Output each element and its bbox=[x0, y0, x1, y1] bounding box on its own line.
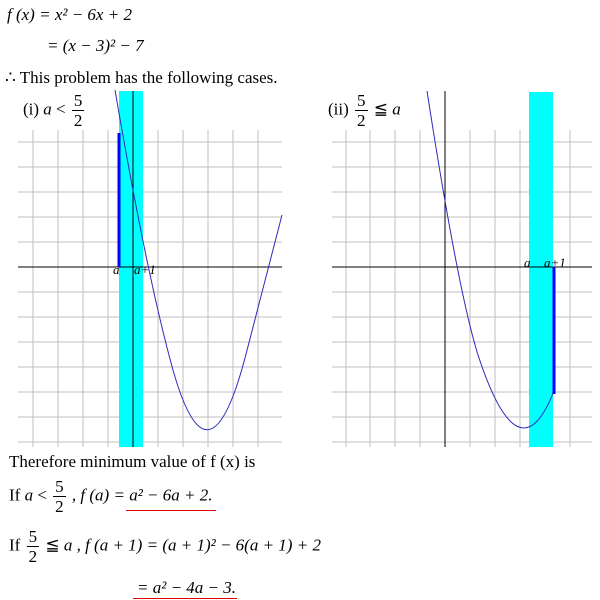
case-1-answer-underline bbox=[126, 510, 216, 511]
case-i-frac-num: 5 bbox=[71, 91, 85, 111]
case-i-label: (i) a < 5 2 bbox=[23, 92, 86, 129]
case-1-operator: < bbox=[37, 485, 47, 505]
case-ii-operator: ≦ bbox=[373, 99, 389, 119]
graph-case-ii bbox=[332, 90, 592, 447]
case-2-prefix: If bbox=[9, 535, 21, 555]
case-2-fraction: 5 2 bbox=[26, 527, 40, 566]
completed-square: = (x − 3)² − 7 bbox=[47, 36, 144, 55]
case-ii-frac-den: 2 bbox=[357, 111, 366, 130]
interval-highlight bbox=[529, 92, 553, 447]
graph-case-i bbox=[18, 89, 283, 447]
conclusion-case-2: If 5 2 ≦ a , f (a + 1) = (a + 1)² − 6(a … bbox=[9, 528, 321, 565]
conclusion-case-1: If a < 5 2 , f (a) = a² − 6a + 2. bbox=[9, 478, 212, 515]
case-ii-variable: a bbox=[392, 99, 401, 119]
case-i-operator: < bbox=[56, 99, 66, 119]
case-ii-frac-num: 5 bbox=[355, 91, 368, 111]
case-2-operator: ≦ bbox=[45, 535, 60, 555]
case-i-variable: a bbox=[43, 99, 52, 119]
case-1-variable: a bbox=[24, 485, 34, 505]
case-ii-number: (ii) bbox=[328, 99, 349, 119]
case-2-result: = a² − 4a − 3. bbox=[137, 578, 237, 597]
case-ii-fraction: 5 2 bbox=[355, 92, 368, 129]
parabola-curve bbox=[114, 89, 283, 430]
case-1-prefix: If bbox=[9, 485, 21, 505]
case-2-expression: , f (a + 1) = (a + 1)² − 6(a + 1) + 2 bbox=[76, 535, 321, 555]
left-label-a-plus-1: a+1 bbox=[134, 262, 156, 277]
conclusion-intro: Therefore minimum value of f (x) is bbox=[9, 452, 256, 471]
interval-highlight bbox=[119, 91, 143, 447]
case-2-frac-den: 2 bbox=[28, 547, 38, 566]
left-label-a: a bbox=[113, 262, 120, 277]
grid-lines bbox=[18, 130, 282, 447]
case-1-expression: , f (a) = a² − 6a + 2. bbox=[71, 485, 213, 505]
right-label-a: a bbox=[524, 255, 531, 270]
function-definition: f (x) = x² − 6x + 2 bbox=[7, 5, 132, 24]
cases-intro: ∴ This problem has the following cases. bbox=[5, 68, 278, 87]
case-i-frac-den: 2 bbox=[73, 111, 83, 130]
case-1-fraction: 5 2 bbox=[53, 478, 66, 515]
case-i-number: (i) bbox=[23, 99, 40, 119]
case-ii-label: (ii) 5 2 ≦ a bbox=[328, 92, 401, 129]
case-1-frac-den: 2 bbox=[55, 497, 64, 516]
right-label-a-plus-1: a+1 bbox=[544, 255, 566, 270]
case-i-fraction: 5 2 bbox=[71, 91, 85, 130]
case-2-answer-underline bbox=[133, 598, 237, 599]
case-2-variable: a bbox=[63, 535, 73, 555]
case-1-frac-num: 5 bbox=[53, 477, 66, 497]
case-2-frac-num: 5 bbox=[26, 527, 40, 547]
parabola-curve bbox=[426, 90, 555, 429]
